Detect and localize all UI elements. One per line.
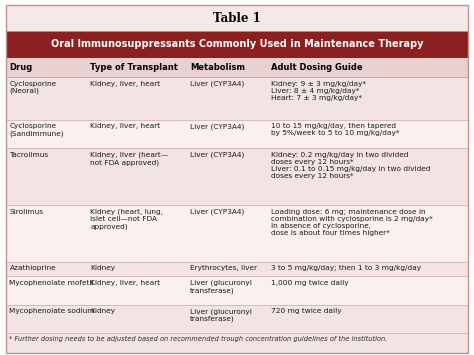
FancyBboxPatch shape <box>6 120 468 148</box>
Text: Kidney: Kidney <box>91 266 116 272</box>
Text: Cyclosporine
(Sandimmune): Cyclosporine (Sandimmune) <box>9 123 64 137</box>
Text: Mycophenolate sodium: Mycophenolate sodium <box>9 308 95 314</box>
Text: Cyclosporine
(Neoral): Cyclosporine (Neoral) <box>9 81 56 94</box>
FancyBboxPatch shape <box>6 31 468 58</box>
FancyBboxPatch shape <box>6 58 468 77</box>
FancyBboxPatch shape <box>6 5 468 31</box>
Text: Azathioprine: Azathioprine <box>9 266 56 272</box>
Text: Kidney: Kidney <box>91 308 116 314</box>
FancyBboxPatch shape <box>6 77 468 120</box>
Text: Mycophenolate mofetil: Mycophenolate mofetil <box>9 280 94 286</box>
Text: Kidney: 9 ± 3 mg/kg/day*
Liver: 8 ± 4 mg/kg/day*
Heart: 7 ± 3 mg/kg/day*: Kidney: 9 ± 3 mg/kg/day* Liver: 8 ± 4 mg… <box>271 81 366 101</box>
FancyBboxPatch shape <box>6 333 468 353</box>
Text: Kidney (heart, lung,
islet cell—not FDA
approved): Kidney (heart, lung, islet cell—not FDA … <box>91 208 164 230</box>
FancyBboxPatch shape <box>6 205 468 262</box>
Text: Liver (CYP3A4): Liver (CYP3A4) <box>190 208 244 215</box>
Text: Adult Dosing Guide: Adult Dosing Guide <box>271 63 363 72</box>
Text: Liver (CYP3A4): Liver (CYP3A4) <box>190 81 244 87</box>
Text: Kidney, liver (heart—
not FDA approved): Kidney, liver (heart— not FDA approved) <box>91 152 169 166</box>
Text: 3 to 5 mg/kg/day; then 1 to 3 mg/kg/day: 3 to 5 mg/kg/day; then 1 to 3 mg/kg/day <box>271 266 421 272</box>
Text: Kidney, liver, heart: Kidney, liver, heart <box>91 123 161 129</box>
FancyBboxPatch shape <box>6 276 468 305</box>
Text: Sirolimus: Sirolimus <box>9 208 44 214</box>
Text: * Further dosing needs to be adjusted based on recommended trough concentration : * Further dosing needs to be adjusted ba… <box>9 336 388 342</box>
Text: 1,000 mg twice daily: 1,000 mg twice daily <box>271 280 348 286</box>
Text: Oral Immunosuppressants Commonly Used in Maintenance Therapy: Oral Immunosuppressants Commonly Used in… <box>51 39 423 49</box>
Text: 720 mg twice daily: 720 mg twice daily <box>271 308 341 314</box>
Text: Drug: Drug <box>9 63 33 72</box>
Text: Liver (CYP3A4): Liver (CYP3A4) <box>190 123 244 130</box>
FancyBboxPatch shape <box>6 262 468 276</box>
Text: Kidney, liver, heart: Kidney, liver, heart <box>91 280 161 286</box>
Text: 10 to 15 mg/kg/day, then tapered
by 5%/week to 5 to 10 mg/kg/day*: 10 to 15 mg/kg/day, then tapered by 5%/w… <box>271 123 400 136</box>
FancyBboxPatch shape <box>6 305 468 333</box>
Text: Tacrolimus: Tacrolimus <box>9 152 49 158</box>
Text: Erythrocytes, liver: Erythrocytes, liver <box>190 266 257 272</box>
Text: Metabolism: Metabolism <box>190 63 245 72</box>
Text: Liver (glucuronyl
transferase): Liver (glucuronyl transferase) <box>190 280 252 294</box>
Text: Type of Transplant: Type of Transplant <box>91 63 178 72</box>
Text: Table 1: Table 1 <box>213 12 261 24</box>
Text: Liver (glucuronyl
transferase): Liver (glucuronyl transferase) <box>190 308 252 322</box>
Text: Liver (CYP3A4): Liver (CYP3A4) <box>190 152 244 158</box>
Text: Loading dose: 6 mg; maintenance dose in
combination with cyclosporine is 2 mg/da: Loading dose: 6 mg; maintenance dose in … <box>271 208 433 236</box>
FancyBboxPatch shape <box>6 148 468 205</box>
Text: Kidney, liver, heart: Kidney, liver, heart <box>91 81 161 87</box>
Text: Kidney: 0.2 mg/kg/day in two divided
doses every 12 hours*
Liver: 0.1 to 0.15 mg: Kidney: 0.2 mg/kg/day in two divided dos… <box>271 152 430 179</box>
